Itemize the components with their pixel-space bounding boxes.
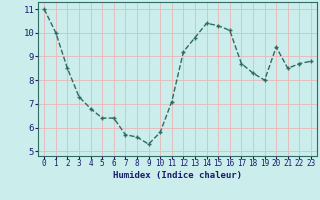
X-axis label: Humidex (Indice chaleur): Humidex (Indice chaleur) [113,171,242,180]
